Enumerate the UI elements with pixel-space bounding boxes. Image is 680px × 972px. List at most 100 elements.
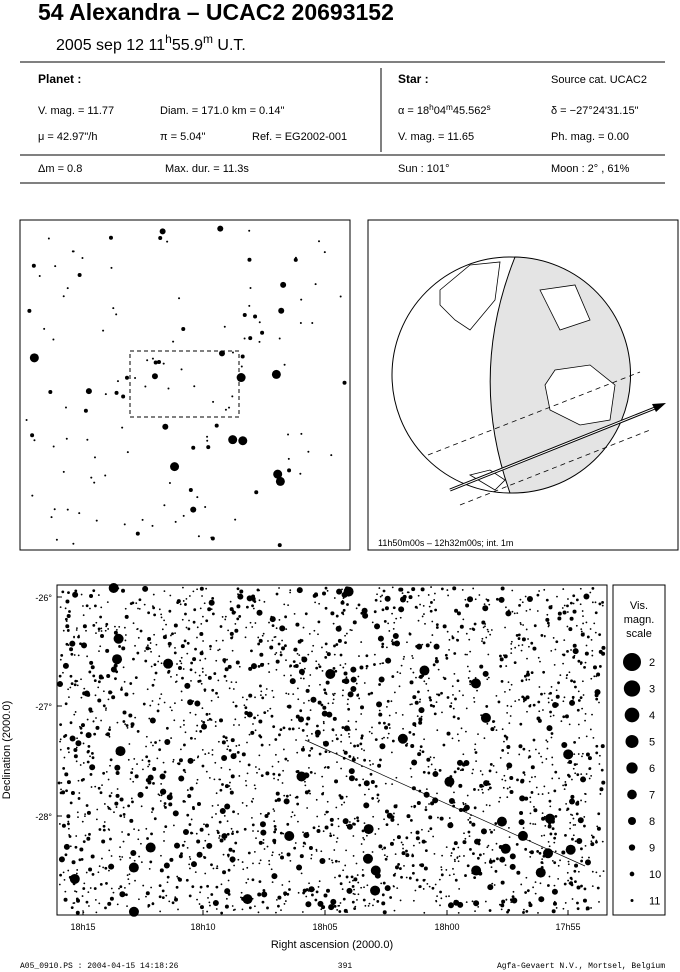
star bbox=[233, 864, 235, 867]
star bbox=[390, 640, 393, 643]
star bbox=[460, 727, 463, 730]
star bbox=[182, 600, 185, 602]
star bbox=[174, 842, 181, 849]
star bbox=[517, 644, 520, 647]
star bbox=[248, 666, 253, 671]
star bbox=[119, 797, 124, 802]
star bbox=[312, 644, 315, 647]
star bbox=[345, 875, 349, 879]
star bbox=[68, 696, 70, 699]
star bbox=[526, 595, 533, 602]
star bbox=[552, 637, 555, 639]
star bbox=[505, 738, 508, 741]
star bbox=[378, 709, 381, 712]
star bbox=[272, 808, 275, 811]
star bbox=[573, 763, 577, 766]
star bbox=[290, 815, 293, 818]
star bbox=[279, 728, 283, 732]
star bbox=[547, 697, 550, 700]
star bbox=[538, 851, 542, 855]
star bbox=[133, 758, 136, 760]
star bbox=[48, 390, 53, 395]
star bbox=[503, 774, 506, 777]
star bbox=[74, 711, 77, 713]
star bbox=[598, 701, 600, 704]
star bbox=[315, 660, 318, 663]
star bbox=[418, 701, 421, 703]
star bbox=[335, 614, 339, 618]
star bbox=[89, 607, 91, 610]
star bbox=[114, 677, 117, 681]
star bbox=[516, 612, 519, 615]
star bbox=[446, 696, 450, 699]
star bbox=[444, 776, 455, 787]
star bbox=[357, 603, 361, 607]
star bbox=[401, 851, 406, 856]
star bbox=[487, 788, 490, 791]
star bbox=[52, 338, 55, 341]
star bbox=[457, 860, 460, 863]
star bbox=[251, 801, 254, 803]
star bbox=[153, 663, 157, 667]
star bbox=[162, 362, 165, 365]
text-part: 2005 sep 12 11 bbox=[56, 37, 165, 54]
star bbox=[563, 604, 566, 607]
star bbox=[392, 873, 396, 877]
star bbox=[259, 735, 263, 739]
star bbox=[464, 653, 467, 656]
star bbox=[396, 887, 399, 889]
star bbox=[284, 757, 288, 761]
star bbox=[224, 618, 227, 621]
star bbox=[113, 633, 124, 644]
star bbox=[570, 679, 573, 683]
star bbox=[402, 847, 404, 850]
star bbox=[545, 739, 548, 742]
star bbox=[149, 642, 152, 644]
star bbox=[551, 777, 554, 780]
star bbox=[439, 890, 442, 894]
star bbox=[408, 595, 413, 600]
star bbox=[29, 353, 39, 363]
star bbox=[103, 803, 106, 805]
star bbox=[391, 586, 394, 589]
star bbox=[356, 899, 358, 901]
star bbox=[468, 638, 471, 641]
star bbox=[528, 749, 531, 752]
star bbox=[321, 669, 324, 672]
star bbox=[479, 783, 484, 788]
star bbox=[506, 704, 509, 707]
star bbox=[221, 755, 228, 762]
star bbox=[75, 746, 78, 749]
star bbox=[204, 506, 207, 509]
star bbox=[174, 702, 176, 705]
star bbox=[115, 313, 118, 316]
star bbox=[591, 885, 594, 888]
star bbox=[473, 701, 476, 703]
star bbox=[191, 805, 195, 809]
star bbox=[147, 904, 151, 907]
star bbox=[246, 772, 249, 775]
star bbox=[474, 677, 477, 679]
star bbox=[509, 863, 516, 870]
star bbox=[543, 785, 546, 788]
star bbox=[565, 802, 568, 805]
star bbox=[575, 624, 578, 627]
star bbox=[317, 663, 320, 666]
star bbox=[145, 735, 148, 738]
star bbox=[417, 690, 420, 694]
star bbox=[221, 740, 226, 745]
star bbox=[601, 840, 604, 843]
star bbox=[414, 700, 419, 705]
star bbox=[208, 599, 215, 606]
star bbox=[330, 611, 335, 616]
star bbox=[278, 307, 285, 314]
star bbox=[108, 794, 112, 798]
star bbox=[199, 651, 204, 656]
star bbox=[510, 642, 513, 645]
star bbox=[287, 468, 292, 473]
finder-frame bbox=[19, 219, 351, 551]
star bbox=[362, 898, 366, 902]
star bbox=[239, 760, 241, 763]
star bbox=[90, 665, 95, 670]
star bbox=[258, 340, 261, 343]
